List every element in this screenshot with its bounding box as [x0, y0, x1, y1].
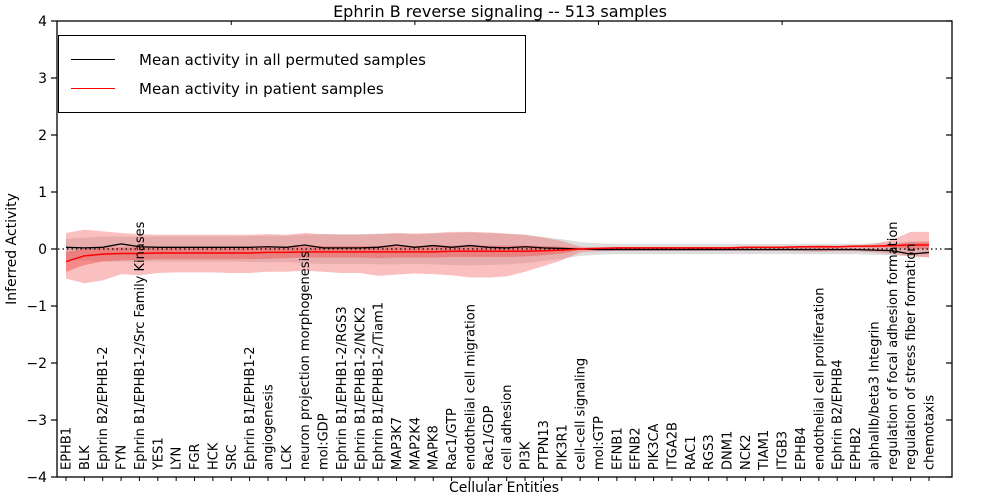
x-tick-label: Ephrin B1/EPHB1-2/NCK2 — [353, 306, 368, 470]
y-tick-label: 2 — [38, 128, 47, 144]
patient-inner-band — [66, 242, 929, 272]
x-tick-label: YES1 — [151, 437, 166, 471]
x-tick-label: mol:GTP — [592, 416, 607, 470]
x-tick-label: BLK — [78, 445, 93, 470]
x-tick-label: alphaIIb/beta3 Integrin — [867, 321, 882, 470]
x-tick-label: DNM1 — [721, 431, 736, 470]
x-tick-label: endothelial cell migration — [463, 304, 478, 470]
x-tick-label: cell adhesion — [500, 384, 515, 470]
x-tick-label: SRC — [225, 444, 240, 470]
x-tick-label: Ephrin B1/EPHB1-2/RGS3 — [335, 306, 350, 470]
x-tick-label: regulation of stress fiber formation — [904, 243, 919, 470]
x-tick-label: TIAM1 — [757, 430, 772, 471]
y-tick-label: 1 — [38, 185, 47, 201]
x-tick-label: FGR — [188, 443, 203, 470]
x-tick-label: Ephrin B1/EPHB1-2 — [243, 346, 258, 470]
x-tick-label: Ephrin B1/EPHB1-2/Src Family Kinases — [133, 221, 148, 470]
x-tick-label: endothelial cell proliferation — [812, 288, 827, 471]
x-tick-label: EFNB2 — [629, 427, 644, 470]
legend-label: Mean activity in all permuted samples — [139, 50, 426, 69]
legend-item: Mean activity in patient samples — [71, 74, 513, 103]
x-tick-label: neuron projection morphogenesis — [298, 251, 313, 470]
x-tick-label: Ephrin B1/EPHB1-2/Tiam1 — [372, 302, 387, 470]
legend-item: Mean activity in all permuted samples — [71, 45, 513, 74]
x-tick-label: MAP2K4 — [408, 417, 423, 470]
x-tick-label: mol:GDP — [317, 413, 332, 470]
x-tick-label: Ephrin B2/EPHB1-2 — [96, 346, 111, 470]
legend-line-permuted — [71, 59, 115, 60]
legend: Mean activity in all permuted samples Mea… — [58, 35, 526, 113]
x-tick-label: angiogenesis — [261, 384, 276, 470]
y-tick-label: −2 — [26, 356, 47, 372]
legend-label: Mean activity in patient samples — [139, 79, 384, 98]
chart-title: Ephrin B reverse signaling -- 513 sample… — [333, 2, 667, 21]
x-tick-label: RGS3 — [702, 434, 717, 470]
x-tick-label: ITGA2B — [665, 422, 680, 470]
y-tick-label: −1 — [26, 299, 47, 315]
x-tick-label: cell-cell signaling — [574, 358, 589, 470]
x-tick-label: EPHB4 — [794, 427, 809, 470]
x-tick-label: LYN — [170, 447, 185, 470]
x-tick-label: ITGB3 — [776, 431, 791, 470]
legend-line-patient — [71, 88, 115, 89]
x-tick-label: MAP3K7 — [390, 417, 405, 470]
x-tick-label: chemotaxis — [923, 395, 938, 470]
x-tick-label: MAPK8 — [427, 425, 442, 470]
x-tick-label: FYN — [115, 445, 130, 470]
x-axis-label: Cellular Entities — [448, 480, 560, 496]
y-tick-label: 0 — [38, 242, 47, 258]
y-tick-label: −3 — [26, 413, 47, 429]
x-tick-label: LCK — [280, 445, 295, 470]
x-tick-label: PI3K — [519, 441, 534, 470]
permuted-mean-line — [65, 243, 930, 255]
x-tick-label: Rac1/GTP — [445, 408, 460, 470]
x-tick-label: Rac1/GDP — [482, 405, 497, 470]
x-tick-label: PIK3CA — [647, 423, 662, 470]
y-tick-label: 4 — [38, 14, 47, 30]
x-tick-label: Ephrin B2/EPHB4 — [831, 359, 846, 470]
x-tick-label: EPHB2 — [849, 427, 864, 470]
y-tick-label: 3 — [38, 71, 47, 87]
x-tick-label: RAC1 — [684, 435, 699, 470]
x-tick-label: NCK2 — [739, 434, 754, 470]
x-tick-label: PIK3R1 — [555, 424, 570, 470]
x-tick-label: HCK — [206, 442, 221, 470]
x-tick-label: PTPN13 — [537, 420, 552, 470]
x-tick-label: regulation of focal adhesion formation — [886, 221, 901, 470]
y-tick-label: −4 — [26, 470, 47, 486]
x-tick-label: EFNB1 — [610, 427, 625, 470]
x-tick-label: EPHB1 — [60, 427, 75, 470]
patient-mean-line — [65, 244, 929, 263]
